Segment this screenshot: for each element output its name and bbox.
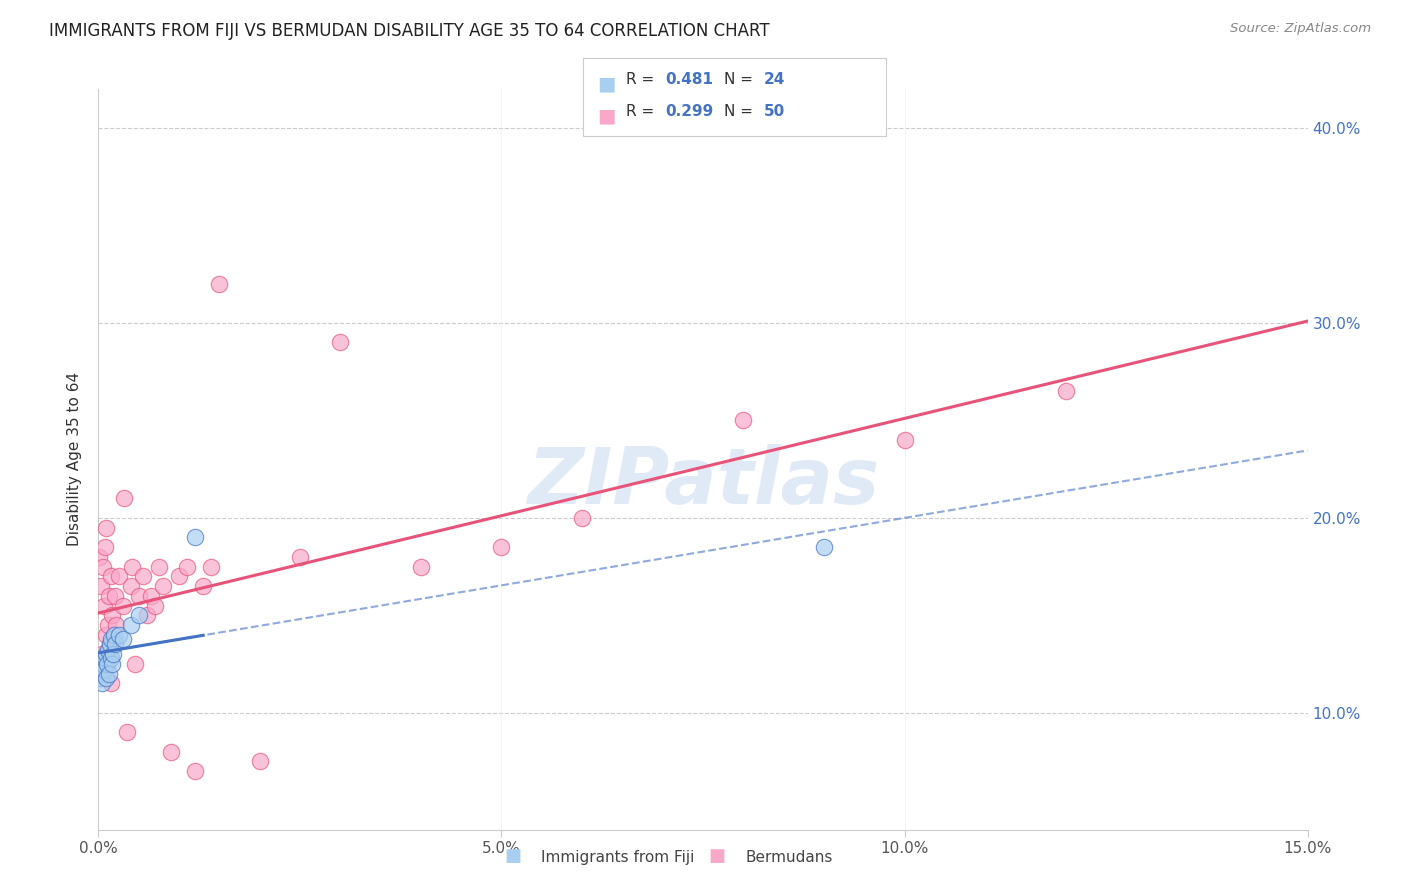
Point xyxy=(184,530,207,544)
Point xyxy=(100,651,122,665)
Point xyxy=(93,599,115,613)
Point xyxy=(91,647,114,661)
Point xyxy=(160,745,183,759)
Point xyxy=(176,559,198,574)
Point xyxy=(409,559,432,574)
Point xyxy=(100,676,122,690)
Point xyxy=(103,637,125,651)
Point xyxy=(571,511,593,525)
Point xyxy=(101,632,124,646)
Point xyxy=(107,628,129,642)
Point xyxy=(249,755,271,769)
Point xyxy=(200,559,222,574)
Point xyxy=(893,433,915,447)
Point xyxy=(97,643,120,657)
Point xyxy=(105,618,128,632)
Point xyxy=(184,764,207,778)
Point xyxy=(98,637,121,651)
Point xyxy=(152,579,174,593)
Point xyxy=(135,608,157,623)
Point xyxy=(89,671,111,685)
Point xyxy=(112,491,135,506)
Text: ■: ■ xyxy=(598,106,616,125)
Point xyxy=(89,549,111,564)
Text: Immigrants from Fiji: Immigrants from Fiji xyxy=(541,850,695,865)
Point xyxy=(103,589,125,603)
Text: N =: N = xyxy=(724,72,758,87)
Y-axis label: Disability Age 35 to 64: Disability Age 35 to 64 xyxy=(66,372,82,547)
Point xyxy=(208,277,231,291)
Point xyxy=(94,651,117,665)
Point xyxy=(329,335,352,350)
Point xyxy=(90,579,112,593)
Point xyxy=(89,657,111,671)
Point xyxy=(97,589,120,603)
Text: R =: R = xyxy=(626,104,659,120)
Text: ZIPatlas: ZIPatlas xyxy=(527,443,879,520)
Point xyxy=(90,666,112,681)
Point xyxy=(101,647,124,661)
Point xyxy=(100,632,122,646)
Text: R =: R = xyxy=(626,72,659,87)
Point xyxy=(132,569,155,583)
Point xyxy=(91,559,114,574)
Point xyxy=(111,599,134,613)
Point xyxy=(96,520,118,534)
Point xyxy=(111,632,134,646)
Point xyxy=(90,666,112,681)
Point xyxy=(139,589,162,603)
Text: Bermudans: Bermudans xyxy=(745,850,832,865)
Text: N =: N = xyxy=(724,104,758,120)
Text: ■: ■ xyxy=(598,74,616,93)
Point xyxy=(491,540,513,554)
Point xyxy=(100,569,122,583)
Point xyxy=(107,569,129,583)
Point xyxy=(94,540,117,554)
Point xyxy=(94,671,117,685)
Point xyxy=(148,559,170,574)
Point xyxy=(97,666,120,681)
Point xyxy=(96,651,118,665)
Point xyxy=(128,589,150,603)
Text: 0.299: 0.299 xyxy=(665,104,713,120)
Point xyxy=(1054,384,1077,399)
Point xyxy=(96,657,118,671)
Text: ■: ■ xyxy=(505,847,522,865)
Point xyxy=(91,657,114,671)
Point xyxy=(93,663,115,677)
Point xyxy=(94,628,117,642)
Point xyxy=(288,549,311,564)
Point xyxy=(115,725,138,739)
Point xyxy=(128,608,150,623)
Point xyxy=(813,540,835,554)
Point xyxy=(101,657,124,671)
Point xyxy=(733,413,755,427)
Point xyxy=(98,637,121,651)
Text: 50: 50 xyxy=(763,104,785,120)
Text: ■: ■ xyxy=(709,847,725,865)
Point xyxy=(193,579,215,593)
Point xyxy=(96,647,118,661)
Point xyxy=(167,569,190,583)
Point xyxy=(91,676,114,690)
Point xyxy=(101,608,124,623)
Point xyxy=(121,559,143,574)
Text: 24: 24 xyxy=(763,72,785,87)
Point xyxy=(97,618,120,632)
Text: 0.481: 0.481 xyxy=(665,72,713,87)
Point xyxy=(120,618,142,632)
Point xyxy=(124,657,146,671)
Point xyxy=(143,599,166,613)
Point xyxy=(103,628,125,642)
Text: IMMIGRANTS FROM FIJI VS BERMUDAN DISABILITY AGE 35 TO 64 CORRELATION CHART: IMMIGRANTS FROM FIJI VS BERMUDAN DISABIL… xyxy=(49,22,770,40)
Text: Source: ZipAtlas.com: Source: ZipAtlas.com xyxy=(1230,22,1371,36)
Point xyxy=(120,579,142,593)
